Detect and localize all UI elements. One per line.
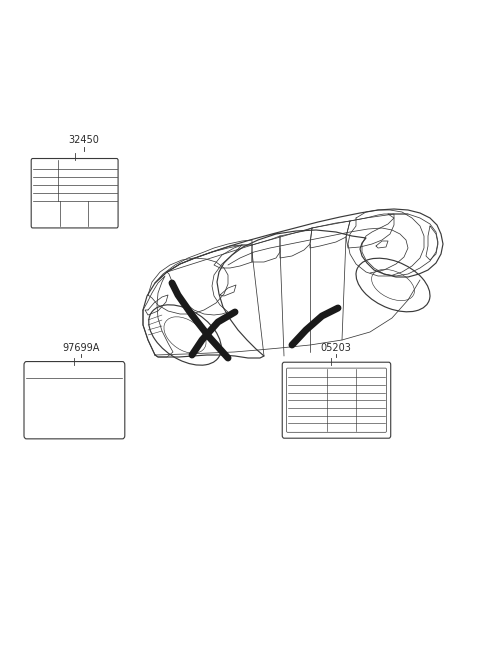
FancyBboxPatch shape <box>282 362 391 438</box>
FancyBboxPatch shape <box>31 159 118 228</box>
Text: 32450: 32450 <box>69 136 99 145</box>
FancyBboxPatch shape <box>24 362 125 439</box>
FancyBboxPatch shape <box>287 368 386 432</box>
Text: 05203: 05203 <box>321 343 351 353</box>
Text: 97699A: 97699A <box>62 343 99 353</box>
